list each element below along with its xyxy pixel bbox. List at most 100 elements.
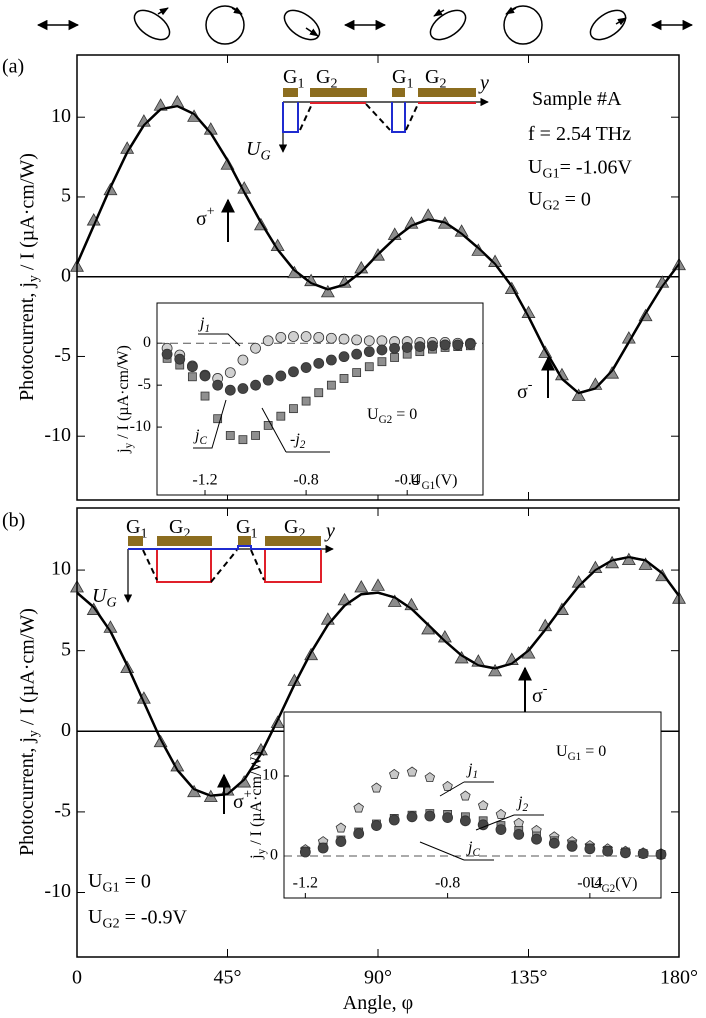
fit-line-overlay <box>76 104 680 395</box>
data-marker <box>325 332 337 344</box>
text-part: G1 <box>422 480 436 492</box>
gate <box>418 88 476 97</box>
data-marker <box>300 362 312 373</box>
text-part: 2 <box>330 77 337 92</box>
data-marker <box>548 837 560 849</box>
x-tick-label: -0.4 <box>577 875 602 892</box>
y-tick-label: -5 <box>138 376 151 393</box>
data-marker <box>363 346 375 358</box>
data-marker <box>339 374 349 383</box>
data-marker <box>620 847 631 859</box>
rotation-arrow <box>231 6 243 15</box>
schematic-label: G1 <box>126 516 147 542</box>
data-marker <box>414 341 426 352</box>
text-part: 2 <box>183 527 190 542</box>
text-part: j <box>198 315 205 332</box>
data-marker <box>427 340 438 352</box>
leader <box>261 407 330 453</box>
y-tick-label: 10 <box>51 105 71 127</box>
text-part: / I (µA·cm/W) <box>115 345 132 443</box>
text-part: G <box>106 596 116 611</box>
data-marker <box>477 800 489 811</box>
text-part: G <box>126 516 140 538</box>
arrows-b <box>217 666 532 814</box>
text-part: j <box>466 761 473 778</box>
annotation: Sample #A <box>532 88 622 110</box>
data-marker <box>377 357 387 367</box>
text-part: = 0 <box>120 870 151 892</box>
gate <box>238 536 251 546</box>
data-marker <box>352 368 362 377</box>
text-part: = -1.06V <box>560 156 633 178</box>
text-part: y <box>324 520 335 542</box>
data-marker <box>495 824 507 835</box>
text-part: j <box>516 794 523 811</box>
data-marker <box>224 384 236 396</box>
x-tick-label: -1.2 <box>192 472 217 489</box>
data-marker <box>317 842 329 854</box>
data-marker <box>424 772 436 783</box>
data-marker <box>161 348 173 360</box>
text-part: 2 <box>439 77 446 92</box>
annotation: UG2 = 0 <box>367 406 417 426</box>
x-tick-label: 0 <box>72 967 82 989</box>
data-marker <box>186 361 198 373</box>
x-tick-label: 90° <box>364 967 392 989</box>
text-part: + <box>207 205 215 220</box>
text-part: σ <box>233 791 244 813</box>
data-marker <box>442 812 454 823</box>
plot-frame <box>76 507 680 958</box>
schematic-label: UG <box>92 585 117 611</box>
text-part: 1 <box>297 77 304 92</box>
data-marker <box>353 828 365 839</box>
text-part: σ <box>196 208 207 230</box>
data-marker <box>406 811 418 823</box>
x-tick-label: -0.4 <box>395 472 420 489</box>
data-marker <box>387 594 402 607</box>
data-marker <box>238 435 248 445</box>
text-part: - <box>528 378 533 393</box>
data-marker <box>262 374 274 386</box>
series-label: j1 <box>198 315 210 335</box>
text-part: = 0 <box>581 743 606 760</box>
data-marker <box>224 367 236 378</box>
data-marker <box>320 284 335 298</box>
text-part: 1 <box>406 77 413 92</box>
schematic-label: G1 <box>392 66 413 92</box>
annotation: σ- <box>532 682 548 707</box>
text-part: G <box>169 516 183 538</box>
potential-g1 <box>128 545 321 550</box>
y-axis-label: Photocurrent, jy / I (µA·cm/W) <box>16 608 42 856</box>
y-tick-label: 0 <box>61 264 71 286</box>
data-marker <box>237 383 249 394</box>
text-part: G2 <box>602 883 616 895</box>
text-part: = 0 <box>560 188 591 210</box>
text-part: G <box>392 66 406 88</box>
data-marker <box>353 802 364 813</box>
data-marker <box>588 560 603 574</box>
gate <box>283 88 298 97</box>
text-part: 2 <box>300 439 306 451</box>
series-label: j1 <box>466 761 478 781</box>
text-part: y <box>478 72 489 94</box>
polarization-icons <box>36 5 694 45</box>
data-marker <box>187 372 197 382</box>
text-part: / I (µA·cm/W) <box>248 751 265 849</box>
text-part: U <box>410 472 422 489</box>
data-marker <box>488 663 503 677</box>
text-part: σ <box>532 685 543 707</box>
text-part: Photocurrent, j <box>16 282 38 401</box>
series-label: -j2 <box>290 431 306 451</box>
text-part: C <box>199 435 207 447</box>
data-marker <box>225 431 235 440</box>
data-marker <box>513 829 525 840</box>
plot-frame <box>76 54 680 501</box>
y-tick-label: 0 <box>61 719 71 741</box>
data-marker <box>313 331 325 343</box>
data-marker <box>389 342 400 354</box>
data-marker <box>452 339 464 351</box>
rotation-arrow <box>615 17 627 26</box>
data-marker <box>174 353 186 365</box>
data-marker <box>263 421 273 430</box>
x-tick-label: 180° <box>660 967 698 989</box>
